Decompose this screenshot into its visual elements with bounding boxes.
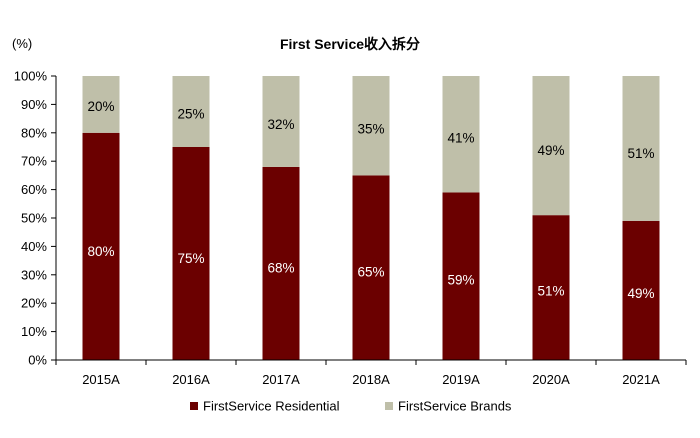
data-label: 59% xyxy=(447,273,474,288)
bar-segment xyxy=(82,132,120,360)
y-axis-ticks: 0% 10% 20% 30% 40% 50% 60% 70% 80% 90% 100% xyxy=(14,69,56,368)
bar-segment xyxy=(352,76,390,176)
data-label: 75% xyxy=(177,251,204,266)
bar-segment xyxy=(262,166,300,360)
y-tick-label: 10% xyxy=(21,324,47,339)
axes xyxy=(55,76,687,365)
bar-segment xyxy=(442,192,480,360)
y-tick-label: 0% xyxy=(28,353,47,368)
data-label: 32% xyxy=(267,117,294,132)
y-tick-label: 30% xyxy=(21,267,47,282)
bars xyxy=(82,76,660,360)
data-labels: 80% 20% 75% 25% 68% 32% 65% 35% 59% 41% 51% 49% 49% 5… xyxy=(87,99,654,301)
bar-segment xyxy=(532,76,570,216)
data-label: 65% xyxy=(357,264,384,279)
y-tick-label: 80% xyxy=(21,125,47,140)
bar-segment xyxy=(532,215,570,360)
data-label: 41% xyxy=(447,131,474,146)
bar-segment xyxy=(172,147,210,360)
y-tick-label: 40% xyxy=(21,239,47,254)
data-label: 20% xyxy=(87,99,114,114)
x-tick-label: 2017A xyxy=(262,372,300,387)
x-tick-label: 2019A xyxy=(442,372,480,387)
legend-swatch xyxy=(190,402,198,410)
y-axis-unit-label: (%) xyxy=(12,36,32,51)
bar-segment xyxy=(172,76,210,147)
y-tick-label: 50% xyxy=(21,211,47,226)
bar-segment xyxy=(82,76,120,133)
y-tick-label: 60% xyxy=(21,182,47,197)
legend-label: FirstService Residential xyxy=(203,399,340,414)
data-label: 80% xyxy=(87,244,114,259)
data-label: 49% xyxy=(627,286,654,301)
bar-segment xyxy=(622,76,660,221)
legend-label: FirstService Brands xyxy=(398,399,512,414)
x-axis-category-labels: 2015A 2016A 2017A 2018A 2019A 2020A 2021A xyxy=(82,372,660,387)
y-tick-label: 100% xyxy=(14,69,48,84)
data-label: 51% xyxy=(537,283,564,298)
x-tick-label: 2016A xyxy=(172,372,210,387)
chart-title: First Service收入拆分 xyxy=(280,36,420,52)
legend-swatch xyxy=(385,402,393,410)
bar-segment xyxy=(442,76,480,193)
x-tick-label: 2021A xyxy=(622,372,660,387)
data-label: 25% xyxy=(177,107,204,122)
legend: FirstService Residential FirstService Bra… xyxy=(190,399,512,414)
bar-segment xyxy=(352,175,390,360)
data-label: 51% xyxy=(627,146,654,161)
bar-segment xyxy=(262,76,300,167)
data-label: 49% xyxy=(537,143,564,158)
y-tick-label: 20% xyxy=(21,296,47,311)
x-tick-label: 2015A xyxy=(82,372,120,387)
y-tick-label: 90% xyxy=(21,97,47,112)
x-tick-label: 2020A xyxy=(532,372,570,387)
y-tick-label: 70% xyxy=(21,154,47,169)
x-tick-label: 2018A xyxy=(352,372,390,387)
data-label: 68% xyxy=(267,260,294,275)
bar-segment xyxy=(622,220,660,360)
data-label: 35% xyxy=(357,122,384,137)
